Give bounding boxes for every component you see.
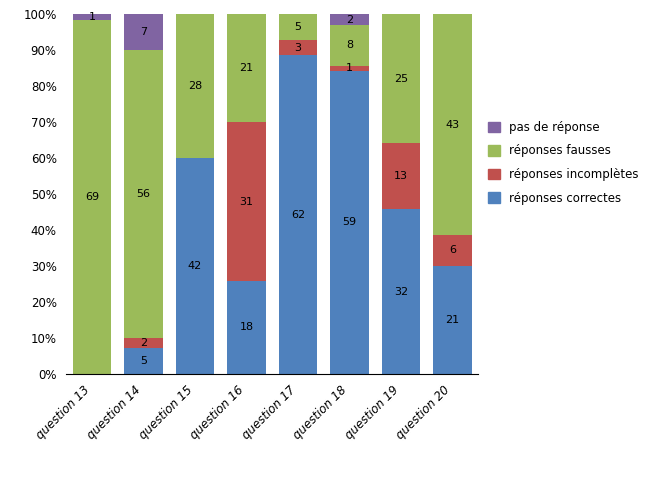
Bar xyxy=(227,122,266,281)
Text: 69: 69 xyxy=(85,192,99,202)
Bar xyxy=(227,14,266,122)
Bar xyxy=(124,348,163,374)
Text: 13: 13 xyxy=(394,171,408,181)
Text: 28: 28 xyxy=(188,81,202,91)
Bar xyxy=(433,266,471,374)
Bar xyxy=(279,56,317,374)
Text: 5: 5 xyxy=(140,356,147,366)
Bar xyxy=(330,71,369,374)
Bar xyxy=(330,14,369,24)
Bar xyxy=(279,40,317,56)
Bar xyxy=(124,338,163,348)
Text: 62: 62 xyxy=(291,209,305,219)
Text: 7: 7 xyxy=(140,27,147,37)
Text: 1: 1 xyxy=(88,12,96,22)
Bar xyxy=(433,14,471,235)
Text: 1: 1 xyxy=(346,63,353,73)
Text: 2: 2 xyxy=(140,338,147,348)
Text: 25: 25 xyxy=(394,73,408,83)
Bar xyxy=(124,14,163,50)
Text: 42: 42 xyxy=(188,261,202,271)
Bar xyxy=(382,209,420,374)
Bar xyxy=(433,235,471,266)
Text: 32: 32 xyxy=(394,286,408,297)
Text: 5: 5 xyxy=(294,22,301,32)
Bar xyxy=(330,24,369,66)
Text: 56: 56 xyxy=(137,189,151,199)
Bar xyxy=(124,50,163,338)
Bar xyxy=(227,281,266,374)
Bar xyxy=(73,14,112,20)
Bar xyxy=(382,14,420,143)
Text: 3: 3 xyxy=(294,43,301,53)
Bar xyxy=(176,14,214,158)
Text: 59: 59 xyxy=(343,217,357,227)
Bar xyxy=(382,143,420,209)
Legend: pas de réponse, réponses fausses, réponses incomplètes, réponses correctes: pas de réponse, réponses fausses, répons… xyxy=(488,121,639,205)
Text: 21: 21 xyxy=(446,315,459,325)
Text: 43: 43 xyxy=(446,120,459,130)
Text: 8: 8 xyxy=(346,40,353,50)
Bar xyxy=(279,14,317,40)
Text: 6: 6 xyxy=(449,245,456,255)
Text: 21: 21 xyxy=(240,63,254,73)
Bar xyxy=(73,20,112,374)
Text: 18: 18 xyxy=(240,322,254,332)
Bar xyxy=(176,158,214,374)
Text: 2: 2 xyxy=(346,14,353,24)
Bar xyxy=(330,66,369,71)
Text: 31: 31 xyxy=(240,197,254,207)
